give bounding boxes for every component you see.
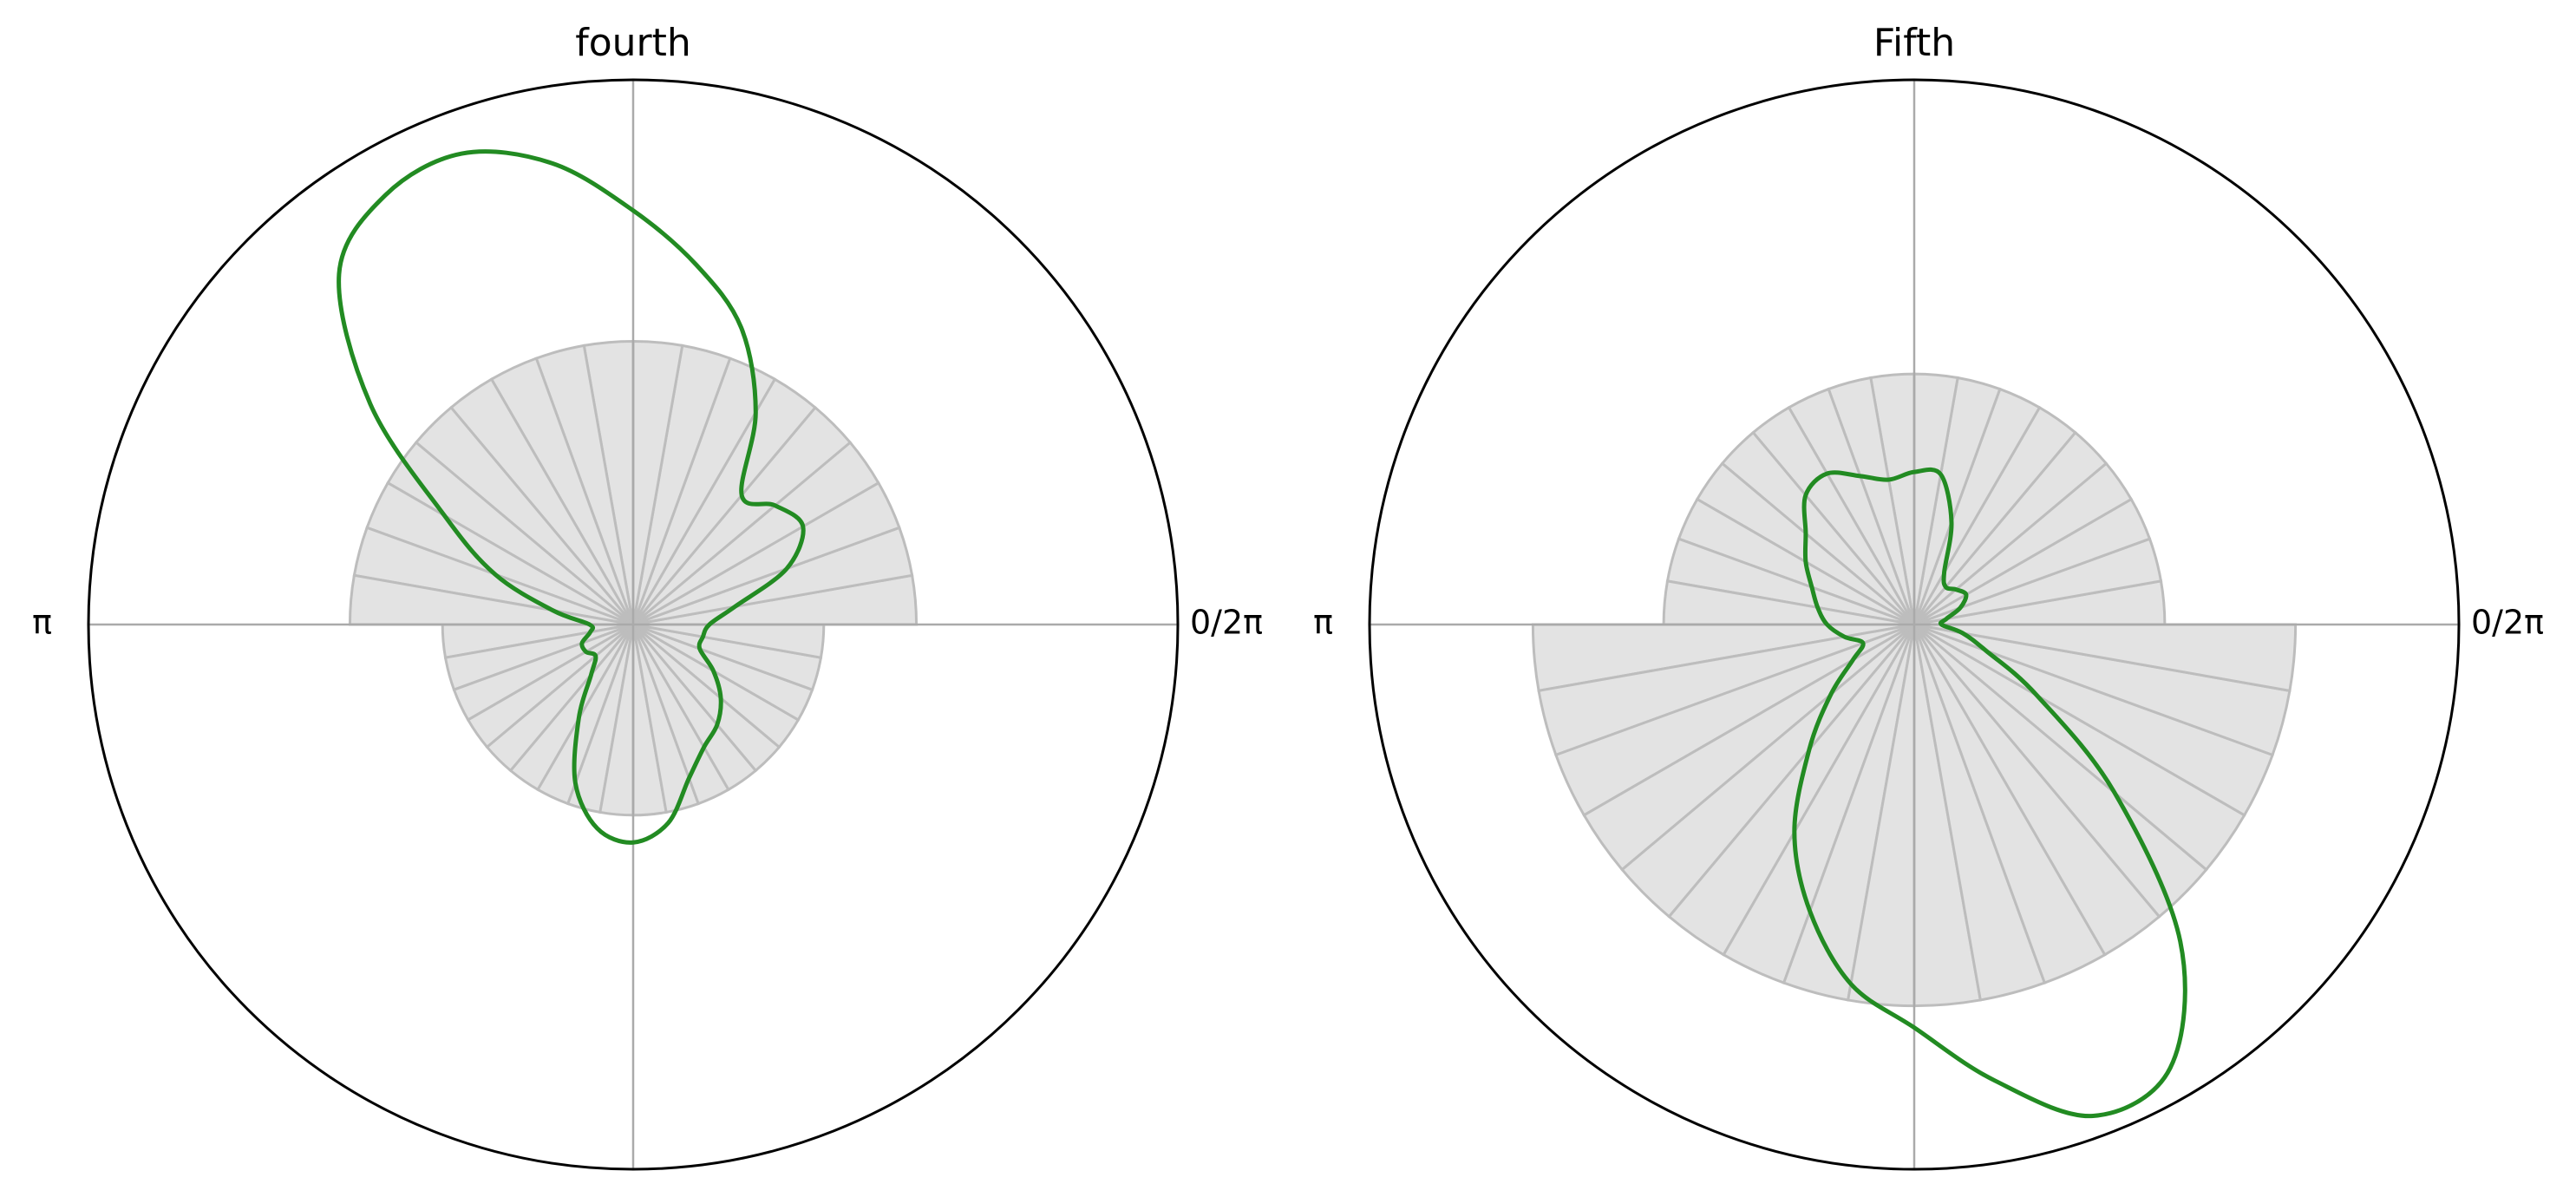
density-curve xyxy=(337,149,806,845)
theta-tick-label-0: 0/2π xyxy=(2471,604,2544,642)
theta-tick-label-pi: π xyxy=(32,604,52,642)
histogram-bars xyxy=(1531,372,2298,1008)
outer-circle xyxy=(87,78,1180,1171)
theta-tick-label-pi: π xyxy=(1313,604,1333,642)
chart-title: Fifth xyxy=(1873,21,1955,65)
polar-grid xyxy=(88,80,1178,1169)
polar-frame xyxy=(1368,78,2461,1171)
polar-panel-fifth: Fifth 0/2π π xyxy=(1313,21,2544,1171)
density-curve-group xyxy=(337,149,806,845)
polar-grid xyxy=(1370,80,2459,1169)
polar-panel-fourth: fourth 0/2π π xyxy=(32,21,1263,1171)
polar-frame xyxy=(87,78,1180,1171)
density-curve xyxy=(1792,467,2187,1119)
chart-title: fourth xyxy=(575,21,691,65)
density-curve-group xyxy=(1792,467,2187,1119)
histogram-bars xyxy=(348,339,919,817)
theta-tick-label-0: 0/2π xyxy=(1190,604,1263,642)
outer-circle xyxy=(1368,78,2461,1171)
